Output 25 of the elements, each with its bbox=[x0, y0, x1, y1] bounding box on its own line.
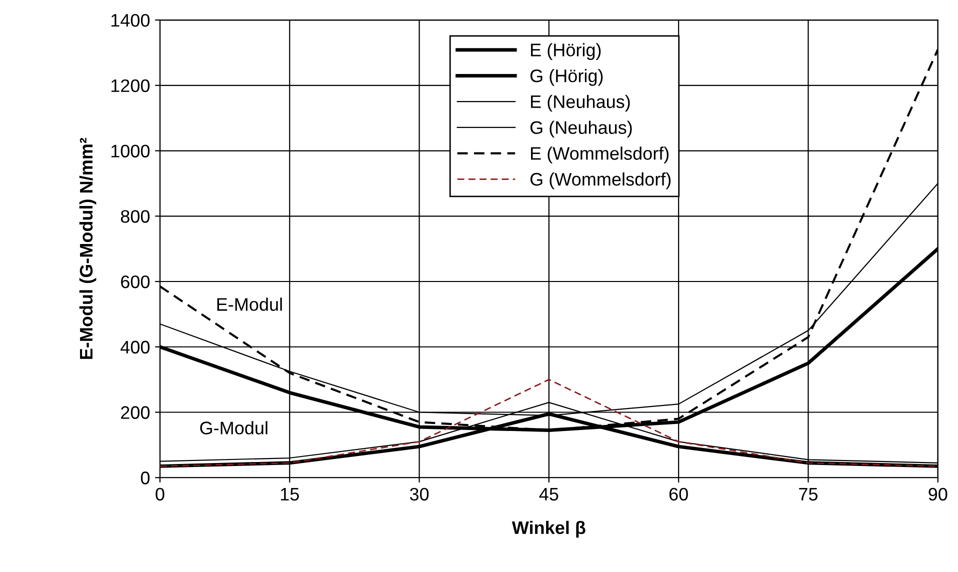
x-tick-label: 90 bbox=[928, 488, 948, 501]
legend-label: G (Neuhaus) bbox=[530, 120, 632, 138]
x-tick-label: 60 bbox=[669, 488, 688, 501]
y-tick-label: 400 bbox=[120, 340, 150, 354]
legend-label: E (Hörig) bbox=[531, 43, 601, 60]
y-tick-label: 0 bbox=[140, 472, 150, 484]
y-tick-label: 800 bbox=[120, 210, 150, 223]
annotation: E-Modul bbox=[217, 298, 282, 311]
legend-label: E (Wommelsdorf) bbox=[531, 146, 669, 164]
y-tick-label: 1400 bbox=[111, 14, 150, 27]
x-tick-label: 45 bbox=[539, 488, 558, 501]
y-axis-title: E-Modul (G-Modul) N/mm² bbox=[79, 138, 96, 359]
y-tick-label: 1200 bbox=[111, 79, 150, 92]
x-tick-label: 30 bbox=[410, 488, 429, 501]
legend-label: E (Neuhaus) bbox=[531, 94, 630, 112]
x-tick-label: 75 bbox=[799, 488, 818, 501]
x-axis-title: Winkel β bbox=[512, 520, 586, 538]
x-tick-label: 15 bbox=[280, 488, 299, 501]
annotation: G-Modul bbox=[200, 421, 268, 434]
x-tick-label: 0 bbox=[156, 488, 164, 501]
legend-label: G (Hörig) bbox=[530, 68, 603, 86]
legend-label: G (Wommelsdorf) bbox=[530, 172, 671, 190]
y-tick-label: 1000 bbox=[111, 144, 150, 158]
y-tick-label: 600 bbox=[121, 275, 150, 288]
y-tick-label: 200 bbox=[121, 406, 150, 419]
